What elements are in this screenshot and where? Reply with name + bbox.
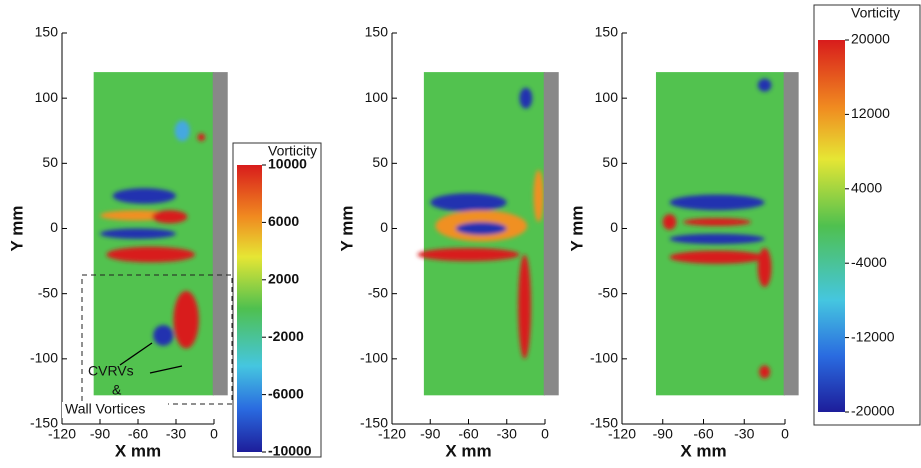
y-tick-label: 100 <box>35 89 59 105</box>
x-tick-label: 0 <box>541 426 549 442</box>
vorticity-field <box>655 72 799 396</box>
x-tick-label: -120 <box>48 426 76 442</box>
vortex <box>669 233 765 245</box>
colorbar-tick-label: 20000 <box>851 31 890 47</box>
y-tick-label: 100 <box>365 89 389 105</box>
x-tick-label: -60 <box>458 426 478 442</box>
vortex <box>669 194 765 211</box>
x-axis-label: X mm <box>680 441 726 460</box>
arrow <box>149 365 183 374</box>
colorbar-tick-label: -12000 <box>851 328 895 344</box>
vorticity-field <box>417 72 559 396</box>
wall <box>783 72 799 396</box>
vorticity-field <box>93 72 228 396</box>
vortex <box>151 210 188 224</box>
vortex <box>173 291 199 349</box>
vortex <box>197 133 206 142</box>
plots: -150 -100 -50 0 50 100 150 -120 -90 -60 -30 0 X mm Y … <box>7 4 921 460</box>
wall <box>212 72 228 396</box>
annotation: & <box>112 382 122 398</box>
x-tick-label: -30 <box>734 426 754 442</box>
colorbar-tick-label: -10000 <box>268 443 312 459</box>
colorbar-tick-label: 4000 <box>851 180 882 196</box>
vortex <box>112 188 176 204</box>
y-tick-label: 50 <box>372 154 388 170</box>
colorbar-tick-label: 6000 <box>268 213 299 229</box>
y-axis-label: Y mm <box>7 206 26 252</box>
x-tick-label: -60 <box>693 426 713 442</box>
x-tick-label: 0 <box>210 426 218 442</box>
y-tick-label: 50 <box>602 154 618 170</box>
vortex <box>533 169 544 222</box>
x-tick-label: -120 <box>378 426 406 442</box>
field-background <box>655 72 785 396</box>
y-tick-label: -50 <box>598 284 618 300</box>
wall <box>543 72 559 396</box>
x-tick-label: -120 <box>608 426 636 442</box>
y-tick-label: -150 <box>30 415 58 431</box>
y-tick-label: -50 <box>368 284 388 300</box>
vortex <box>455 221 507 236</box>
colorbar-tick-label: -6000 <box>268 385 304 401</box>
colorbar <box>237 165 262 452</box>
vortex <box>430 193 507 212</box>
vortex <box>759 365 771 379</box>
y-tick-label: 150 <box>365 24 389 40</box>
colorbar <box>818 40 845 412</box>
vortex <box>669 250 765 264</box>
x-tick-label: -60 <box>128 426 148 442</box>
y-axis-label: Y mm <box>567 206 586 252</box>
vortex <box>683 218 752 226</box>
y-tick-label: 0 <box>50 219 58 235</box>
colorbar-title: Vorticity <box>268 143 317 159</box>
vortex <box>153 324 174 346</box>
field-structures <box>417 87 544 359</box>
y-tick-label: 100 <box>595 89 619 105</box>
colorbar-title: Vorticity <box>851 5 900 21</box>
x-tick-label: -30 <box>166 426 186 442</box>
x-tick-label: -90 <box>653 426 673 442</box>
x-tick-label: -90 <box>420 426 440 442</box>
y-axis-label: Y mm <box>337 206 356 252</box>
colorbar-tick-label: -20000 <box>851 403 895 419</box>
vortex <box>757 78 772 92</box>
colorbar-tick-label: 2000 <box>268 271 299 287</box>
vortex <box>757 248 772 288</box>
y-tick-label: 0 <box>610 219 618 235</box>
y-tick-label: 50 <box>42 154 58 170</box>
x-axis-label: X mm <box>115 441 161 460</box>
annotation: Wall Vortices <box>65 401 145 417</box>
label-bg <box>62 402 168 418</box>
field-structures <box>100 120 206 349</box>
colorbar-tick-label: 12000 <box>851 105 890 121</box>
x-axis-label: X mm <box>445 441 491 460</box>
colorbar-tick-label: -4000 <box>851 254 887 270</box>
y-tick-label: 150 <box>35 24 59 40</box>
y-tick-label: 0 <box>380 219 388 235</box>
colorbar-tick-label: 10000 <box>268 156 307 172</box>
vortex <box>518 254 531 359</box>
vortex <box>106 246 195 263</box>
y-tick-label: -100 <box>360 350 388 366</box>
colorbar-tick-label: -2000 <box>268 328 304 344</box>
x-tick-label: -90 <box>90 426 110 442</box>
vortex <box>100 228 176 239</box>
annotation: CVRVs <box>88 363 134 379</box>
y-tick-label: -100 <box>30 350 58 366</box>
vortex <box>662 214 677 230</box>
y-tick-label: -100 <box>590 350 618 366</box>
y-tick-label: -150 <box>590 415 618 431</box>
x-tick-label: -30 <box>497 426 517 442</box>
field-structures <box>662 78 772 379</box>
vortex <box>174 120 190 142</box>
vortex <box>519 87 533 109</box>
vortex <box>417 248 520 262</box>
y-tick-label: 150 <box>595 24 619 40</box>
y-tick-label: -50 <box>38 284 58 300</box>
y-tick-label: -150 <box>360 415 388 431</box>
arrow <box>119 342 153 366</box>
x-tick-label: 0 <box>781 426 789 442</box>
